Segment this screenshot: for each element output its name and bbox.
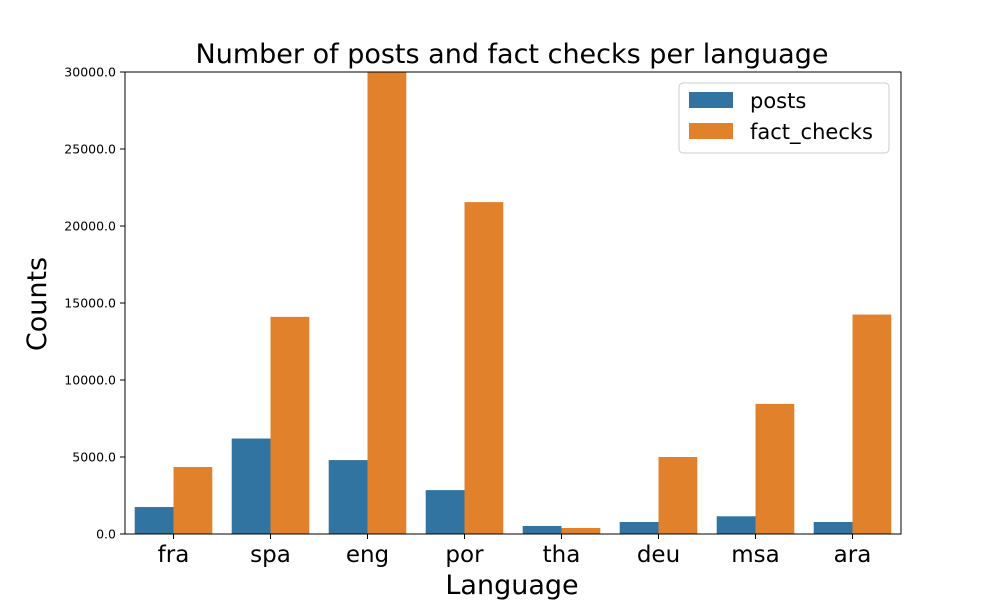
x-tick-label-eng: eng — [346, 542, 389, 568]
legend-swatch-fact-checks — [689, 123, 733, 139]
x-tick-label-por: por — [445, 542, 484, 568]
legend-label-fact-checks: fact_checks — [750, 120, 873, 145]
x-tick-label-fra: fra — [158, 542, 190, 568]
x-tick-label-deu: deu — [637, 542, 680, 568]
bar-fact-checks-fra — [173, 467, 213, 534]
y-tick-label: 30000.0 — [64, 65, 116, 80]
x-tick-label-tha: tha — [543, 542, 581, 568]
bar-posts-deu — [619, 521, 659, 534]
legend-swatch-posts — [689, 92, 733, 108]
bar-posts-msa — [716, 516, 756, 534]
y-tick-label: 10000.0 — [64, 373, 116, 388]
bar-fact-checks-por — [464, 202, 504, 534]
bar-fact-checks-msa — [755, 403, 795, 534]
x-tick-label-ara: ara — [834, 542, 872, 568]
y-tick-label: 5000.0 — [72, 450, 116, 465]
bar-posts-eng — [328, 460, 368, 534]
y-tick-label: 25000.0 — [64, 142, 116, 157]
bar-fact-checks-ara — [852, 314, 892, 534]
y-tick-label: 0.0 — [96, 527, 116, 542]
y-axis-label: Counts — [22, 257, 53, 351]
bar-fact-checks-eng — [367, 72, 407, 534]
x-tick-label-msa: msa — [731, 542, 779, 568]
bar-posts-por — [425, 490, 465, 534]
y-tick-label: 20000.0 — [64, 219, 116, 234]
legend-label-posts: posts — [750, 89, 806, 113]
bar-fact-checks-deu — [658, 457, 698, 534]
bar-posts-fra — [134, 507, 174, 534]
x-axis-label: Language — [445, 570, 578, 600]
bars-layer — [134, 72, 892, 534]
bar-posts-spa — [231, 438, 271, 534]
chart-title: Number of posts and fact checks per lang… — [196, 39, 829, 70]
bar-fact-checks-tha — [561, 527, 601, 534]
x-tick-label-spa: spa — [250, 542, 291, 568]
bar-posts-ara — [813, 521, 853, 534]
y-tick-label: 15000.0 — [64, 296, 116, 311]
bar-posts-tha — [522, 525, 562, 534]
x-axis-ticks: fra spa eng por tha deu msa ara — [158, 534, 872, 568]
y-axis-ticks: 0.0 5000.0 10000.0 15000.0 20000.0 25000.0 300… — [64, 65, 125, 542]
bar-fact-checks-spa — [270, 316, 310, 534]
legend: posts fact_checks — [678, 82, 890, 154]
